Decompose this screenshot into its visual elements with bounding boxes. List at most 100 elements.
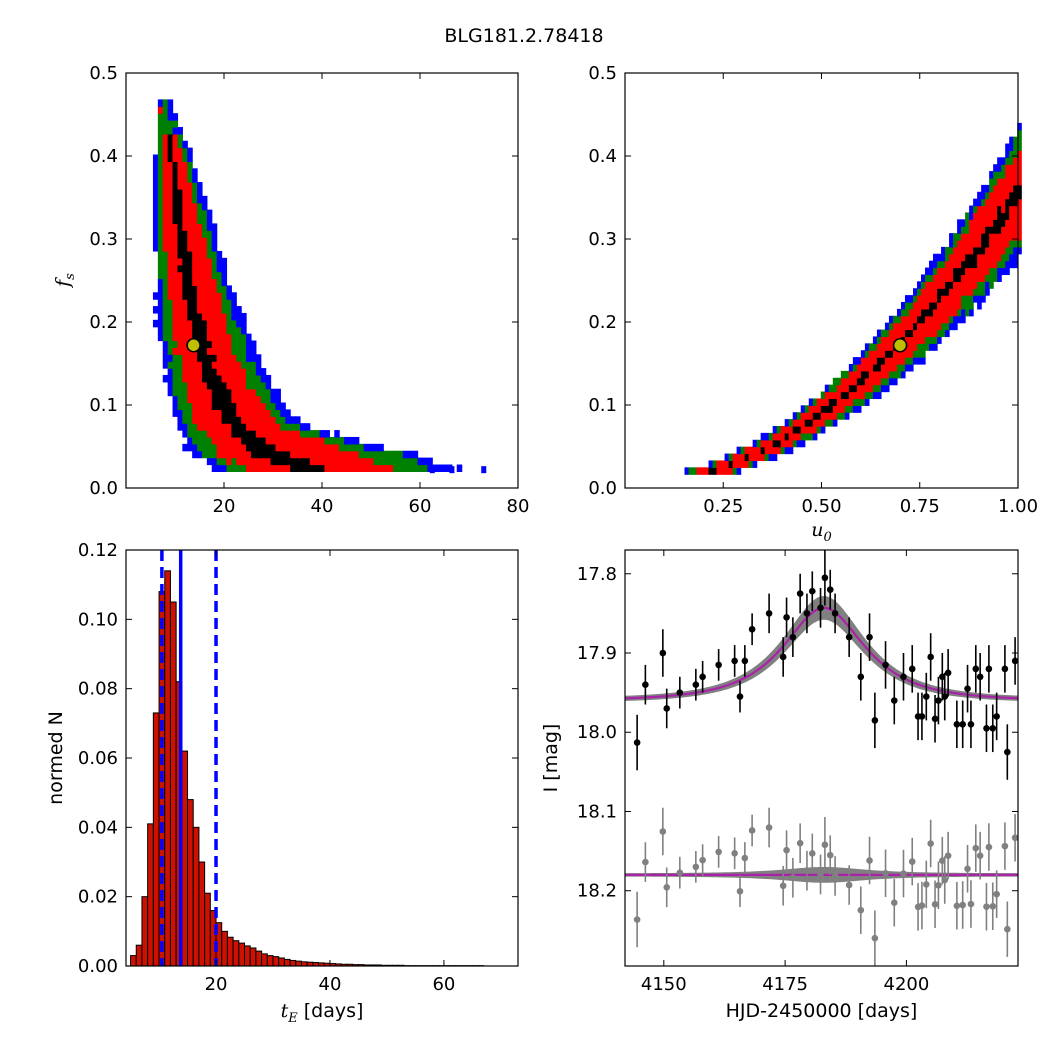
data-point bbox=[953, 721, 961, 728]
likelihood-cell bbox=[201, 416, 208, 424]
likelihood-cell bbox=[246, 416, 252, 424]
histogram-bar bbox=[130, 955, 137, 967]
likelihood-cell bbox=[270, 416, 277, 424]
likelihood-cell bbox=[840, 370, 846, 379]
data-point bbox=[1001, 665, 1009, 673]
likelihood-cell bbox=[290, 416, 296, 424]
likelihood-cell bbox=[989, 239, 994, 248]
likelihood-cell bbox=[167, 223, 174, 231]
plot-frame bbox=[624, 549, 1019, 967]
likelihood-cell bbox=[157, 154, 164, 162]
likelihood-cell bbox=[231, 450, 237, 459]
likelihood-cell bbox=[211, 430, 218, 438]
likelihood-cell bbox=[764, 453, 770, 462]
likelihood-cell bbox=[784, 419, 790, 427]
likelihood-cell bbox=[211, 306, 218, 314]
likelihood-cell bbox=[969, 239, 974, 248]
likelihood-cell bbox=[929, 322, 934, 331]
likelihood-cell bbox=[231, 319, 237, 328]
likelihood-cell bbox=[764, 439, 770, 448]
likelihood-cell bbox=[182, 182, 188, 190]
likelihood-cell bbox=[226, 361, 232, 369]
likelihood-cell bbox=[197, 209, 203, 218]
likelihood-cell bbox=[172, 188, 179, 197]
likelihood-cell bbox=[933, 288, 938, 296]
likelihood-cell bbox=[197, 299, 203, 307]
likelihood-cell bbox=[167, 113, 174, 121]
likelihood-cell bbox=[250, 464, 257, 472]
likelihood-cell bbox=[314, 443, 321, 452]
likelihood-cell bbox=[961, 308, 966, 317]
likelihood-cell bbox=[177, 202, 183, 211]
likelihood-cell bbox=[977, 226, 982, 234]
likelihood-cell bbox=[152, 168, 159, 176]
likelihood-cell bbox=[828, 384, 834, 393]
likelihood-cell bbox=[211, 340, 218, 348]
likelihood-cell bbox=[211, 457, 218, 466]
likelihood-cell bbox=[961, 315, 966, 324]
likelihood-cell bbox=[299, 443, 306, 452]
residual-point bbox=[983, 903, 990, 910]
likelihood-cell bbox=[892, 329, 898, 338]
data-point bbox=[1004, 748, 1011, 756]
likelihood-cell bbox=[993, 274, 998, 282]
likelihood-cell bbox=[933, 336, 938, 344]
likelihood-cell bbox=[236, 319, 242, 328]
likelihood-cell bbox=[373, 450, 379, 459]
likelihood-cell bbox=[880, 329, 886, 338]
likelihood-cell bbox=[1013, 260, 1018, 269]
likelihood-cell bbox=[187, 237, 193, 245]
likelihood-cell bbox=[1001, 233, 1006, 241]
likelihood-cell bbox=[177, 237, 183, 245]
likelihood-cell bbox=[844, 384, 850, 393]
likelihood-cell bbox=[836, 412, 842, 420]
residual-point bbox=[931, 900, 939, 908]
likelihood-cell bbox=[167, 340, 174, 348]
likelihood-cell bbox=[941, 274, 946, 282]
likelihood-cell bbox=[172, 250, 179, 259]
likelihood-cell bbox=[358, 450, 365, 459]
likelihood-cell bbox=[397, 450, 404, 459]
likelihood-cell bbox=[157, 168, 164, 176]
likelihood-cell bbox=[177, 154, 183, 162]
likelihood-cell bbox=[177, 223, 183, 231]
likelihood-cell bbox=[864, 398, 870, 406]
likelihood-cell bbox=[177, 423, 183, 431]
model-curve bbox=[624, 606, 1019, 700]
likelihood-cell bbox=[896, 363, 902, 372]
likelihood-cell bbox=[348, 436, 355, 445]
likelihood-cell bbox=[216, 395, 223, 404]
likelihood-cell bbox=[900, 308, 906, 317]
residual-point bbox=[731, 849, 738, 857]
data-point bbox=[944, 669, 952, 677]
likelihood-cell bbox=[216, 257, 223, 266]
likelihood-cell bbox=[977, 260, 982, 269]
likelihood-cell bbox=[973, 212, 978, 220]
likelihood-cell bbox=[378, 464, 384, 472]
likelihood-cell bbox=[916, 315, 922, 324]
likelihood-cell bbox=[989, 260, 994, 269]
likelihood-cell bbox=[916, 329, 922, 338]
likelihood-cell bbox=[216, 402, 223, 410]
likelihood-cell bbox=[162, 202, 169, 211]
likelihood-cell bbox=[201, 402, 208, 410]
likelihood-cell bbox=[162, 99, 169, 107]
likelihood-cell bbox=[985, 239, 990, 248]
likelihood-cell bbox=[728, 467, 734, 475]
likelihood-cell bbox=[397, 457, 404, 466]
x-tick-label: 4175 bbox=[762, 974, 808, 995]
likelihood-cell bbox=[246, 354, 252, 362]
likelihood-cell bbox=[152, 209, 159, 218]
likelihood-cell bbox=[236, 381, 242, 390]
likelihood-cell bbox=[177, 271, 183, 280]
likelihood-cell bbox=[182, 285, 188, 293]
likelihood-cell bbox=[876, 343, 882, 351]
likelihood-cell bbox=[864, 363, 870, 372]
likelihood-cell bbox=[162, 319, 169, 328]
histogram-bar bbox=[135, 944, 143, 967]
likelihood-cell bbox=[177, 244, 183, 252]
likelihood-cell bbox=[993, 267, 998, 276]
likelihood-cell bbox=[788, 425, 794, 434]
likelihood-cell bbox=[270, 457, 277, 466]
likelihood-cell bbox=[1013, 177, 1018, 186]
